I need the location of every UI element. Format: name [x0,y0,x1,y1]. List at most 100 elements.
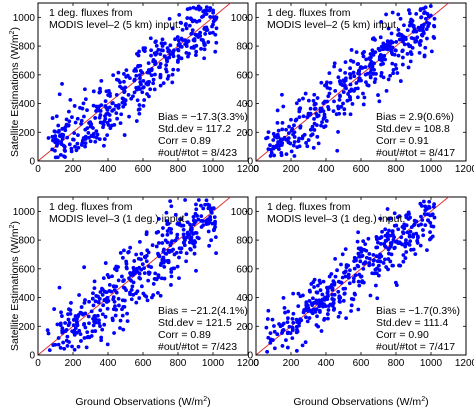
data-point [64,328,69,332]
data-point [157,254,162,259]
x-tick-label: 0 [253,164,259,175]
data-point [116,296,121,301]
data-point [168,199,173,204]
data-point [139,82,143,87]
data-point [58,345,63,350]
data-point [289,117,293,122]
data-point [78,105,82,110]
data-point [352,89,356,93]
data-point [76,133,80,138]
data-point [69,146,74,151]
data-point [126,250,130,255]
data-point [395,71,400,75]
data-point [141,103,146,108]
data-point [150,243,155,248]
data-point [424,27,429,32]
data-point [418,38,423,43]
data-point [170,239,174,244]
data-point [326,94,331,99]
data-point [60,82,64,86]
data-point [135,289,140,294]
x-tick-label: 400 [318,358,335,369]
data-point [356,246,361,251]
data-point [154,51,159,56]
data-point [356,307,361,312]
data-point [403,256,408,260]
data-point [97,296,102,301]
data-point [268,337,273,342]
panel-stats-line: Bias = −17.3(3.3%) [158,111,248,123]
panel-stats-line: Std.dev = 117.2 [158,123,231,135]
data-point [175,221,180,226]
data-point [137,296,142,300]
data-point [364,57,369,62]
data-point [307,316,312,320]
data-point [89,134,94,138]
data-point [118,250,123,255]
data-point [349,303,354,308]
data-point [283,310,287,315]
data-point [322,112,327,117]
data-point [173,212,178,217]
data-point [213,219,217,224]
data-point [294,317,299,322]
data-point [170,72,175,77]
data-point [176,48,181,53]
data-point [176,54,181,59]
data-point [266,147,271,152]
data-point [432,24,437,29]
data-point [325,80,329,85]
data-point [60,137,65,141]
data-point [418,8,423,13]
data-point [61,340,66,345]
data-point [351,276,356,281]
data-point [179,223,184,228]
data-point [326,294,330,298]
data-point [265,135,270,140]
data-point [81,136,86,140]
y-tick-label: 400 [236,99,253,110]
data-point [418,43,423,47]
data-point [144,259,149,264]
data-point [138,276,143,281]
data-point [276,147,281,152]
data-point [113,267,117,271]
data-point [329,282,334,287]
data-point [388,233,393,238]
y-tick-label: 200 [18,128,35,139]
data-point [194,268,198,273]
data-point [171,54,176,59]
scatter-panel-bottom-right: 020040060080010001200020040060080010001 … [231,196,474,369]
data-point [304,315,308,320]
data-point [134,252,139,257]
data-point [333,274,338,279]
data-point [195,235,200,240]
data-point [106,93,111,97]
data-point [320,292,325,297]
data-point [345,98,350,103]
data-point [321,101,326,106]
data-point [124,74,129,79]
data-point [101,276,106,280]
data-point [393,280,398,285]
data-point [287,124,291,129]
data-point [332,64,337,69]
data-point [137,271,142,276]
data-point [392,223,397,228]
data-point [187,51,191,56]
data-point [192,37,197,41]
data-point [92,314,97,319]
data-point [270,317,275,322]
data-point [184,251,189,256]
data-point [57,92,62,97]
data-point [308,289,312,294]
data-point [351,70,356,75]
data-point [351,279,356,284]
data-point [97,137,102,142]
data-point [268,154,273,158]
data-point [202,56,207,61]
data-point [330,288,335,292]
data-point [372,271,377,276]
data-point [204,198,209,203]
